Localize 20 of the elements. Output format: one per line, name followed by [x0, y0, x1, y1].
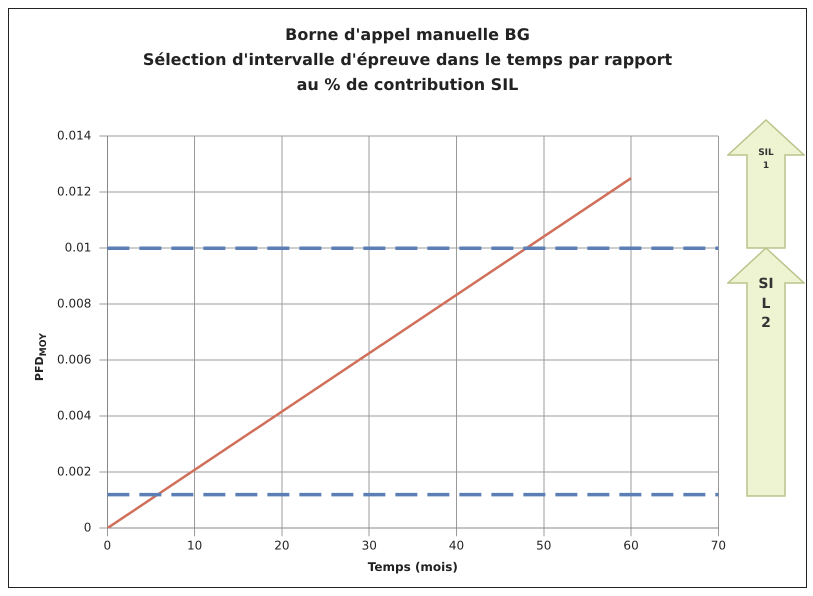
x-tick-label: 10 — [187, 538, 202, 553]
x-tick-label: 40 — [448, 538, 464, 553]
x-tick-label: 60 — [623, 538, 639, 553]
x-tick-label: 50 — [536, 538, 552, 553]
y-tick-label: 0.004 — [56, 408, 92, 422]
text: SIL 2 — [757, 275, 775, 334]
y-tick-label: 0.006 — [56, 352, 92, 366]
y-tick-label: 0 — [84, 520, 92, 534]
x-tick-label: 30 — [362, 538, 377, 553]
x-axis-title: Temps (mois) — [368, 560, 458, 574]
x-tick-label: 20 — [274, 538, 290, 553]
chart-title: Borne d'appel manuelle BG Sélection d'intervalle d'épreuve dans le temps par rapport au % de contribution SIL — [142, 24, 674, 96]
x-tick-label: 70 — [710, 538, 726, 553]
text: SIL 1 — [757, 147, 775, 172]
y-tick-label: 0.01 — [64, 240, 92, 254]
y-tick-label: 0.012 — [56, 184, 92, 198]
x-tick-label: 0 — [104, 538, 112, 553]
y-tick-label: 0.002 — [56, 464, 92, 478]
y-tick-label: 0.008 — [56, 296, 92, 310]
y-tick-label: 0.014 — [56, 128, 92, 142]
